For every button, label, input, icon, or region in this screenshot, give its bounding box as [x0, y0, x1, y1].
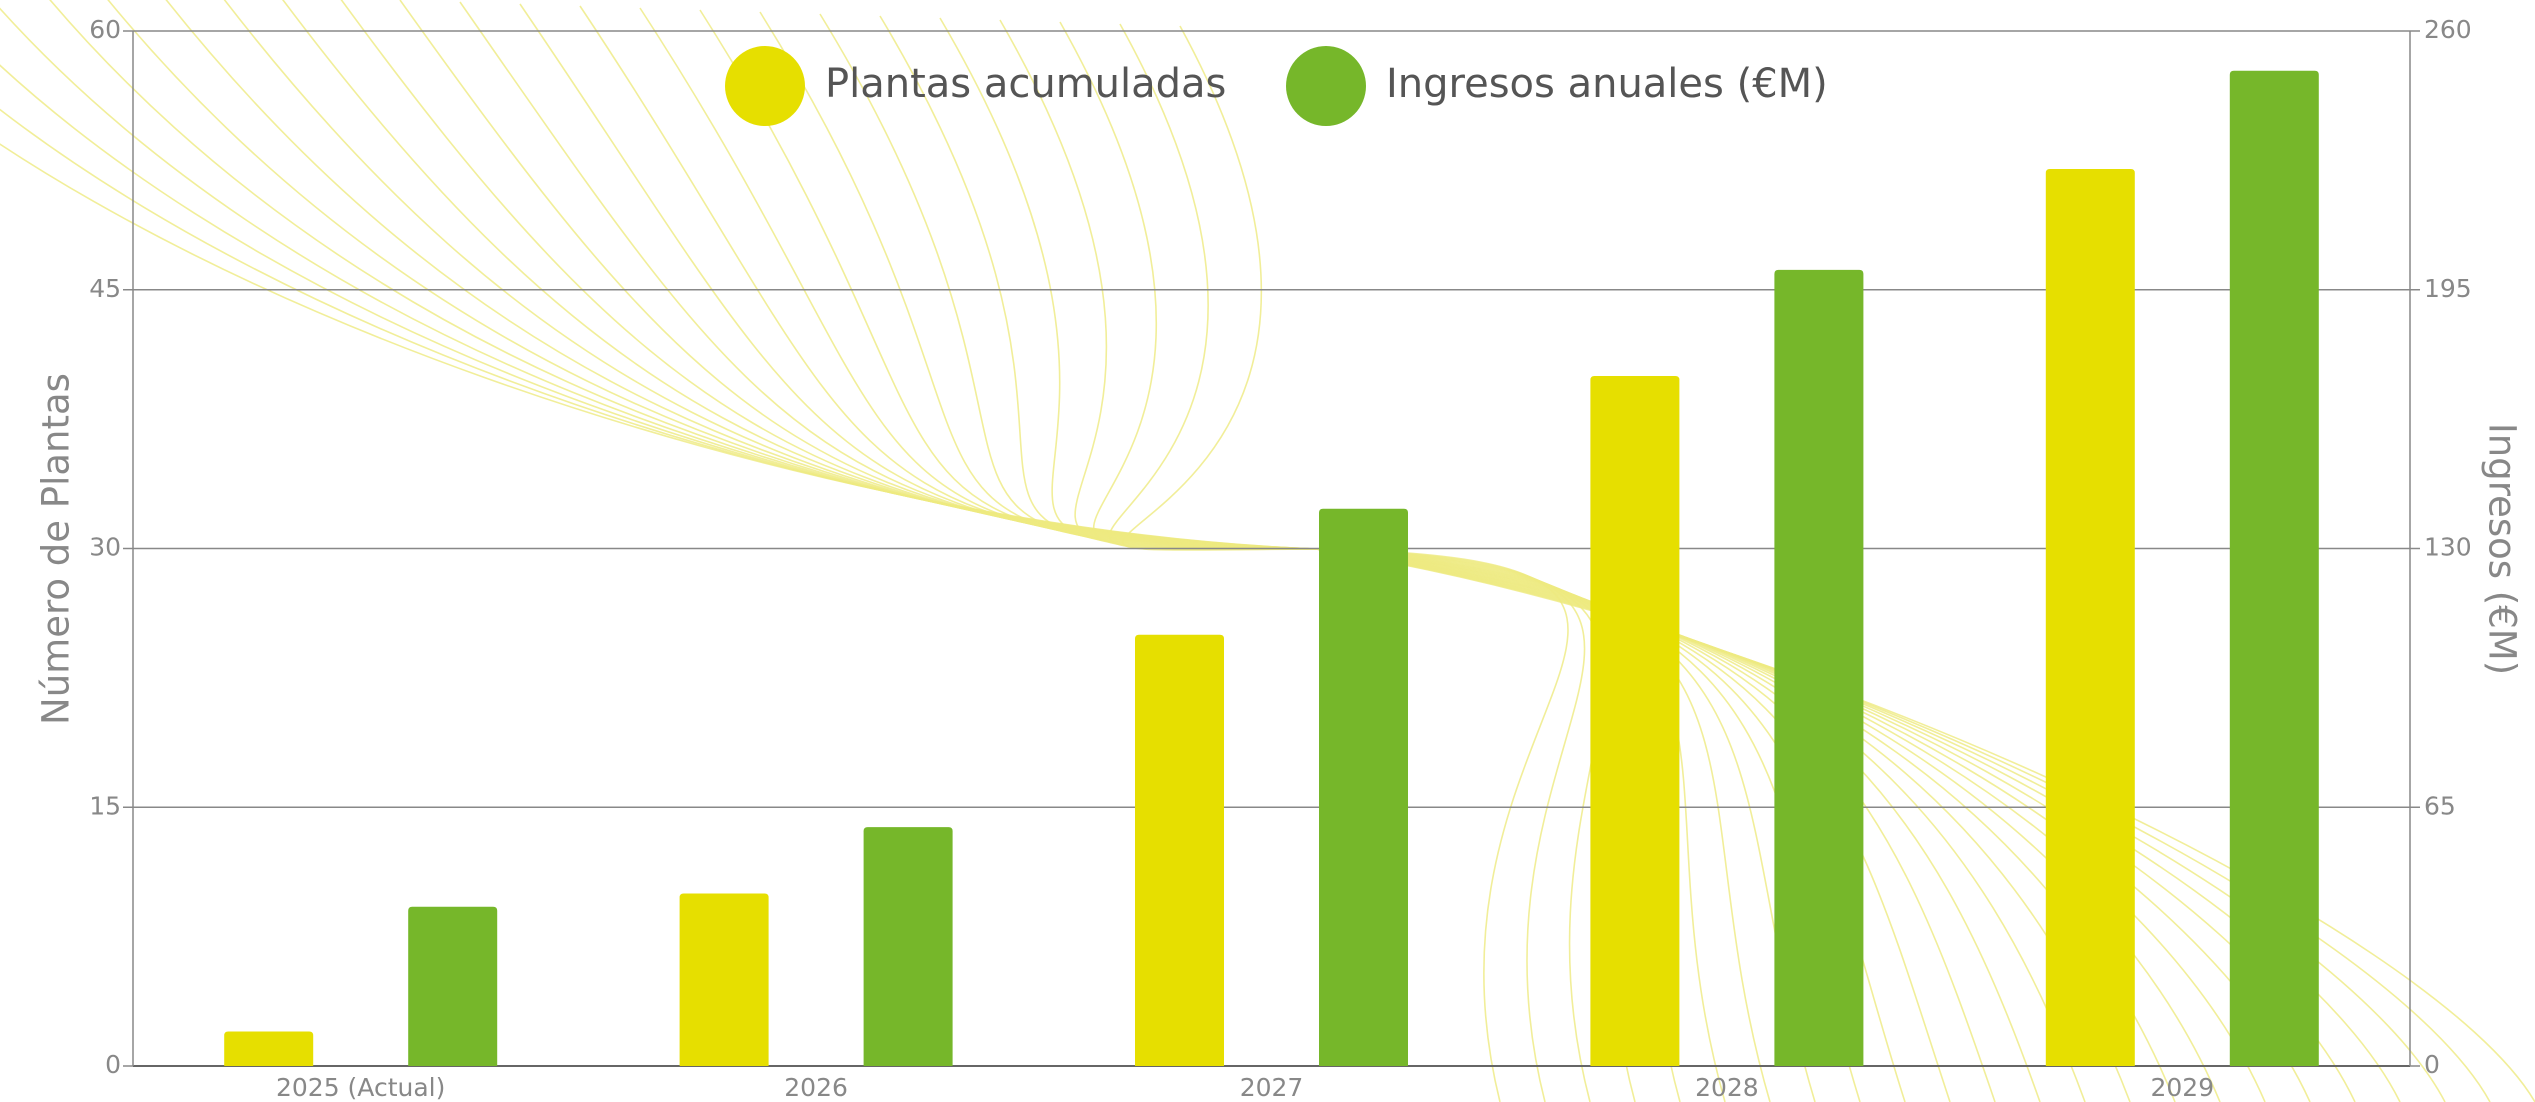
- y2-tick-label: 130: [2424, 533, 2472, 562]
- bar: [2046, 169, 2135, 1066]
- y2-axis-title: Ingresos (€M): [2481, 423, 2524, 675]
- background-decoration: [0, 0, 2535, 1102]
- bar: [224, 1032, 313, 1067]
- y-tick-label: 0: [105, 1050, 121, 1079]
- x-tick-label: 2029: [2150, 1073, 2214, 1102]
- bar: [2230, 71, 2319, 1066]
- x-tick-label: 2027: [1240, 1073, 1304, 1102]
- bar: [1774, 270, 1863, 1066]
- bar: [1135, 635, 1224, 1066]
- y-tick-label: 30: [89, 533, 121, 562]
- x-tick-label: 2028: [1695, 1073, 1759, 1102]
- y2-tick-label: 195: [2424, 274, 2472, 303]
- y-tick-label: 45: [89, 274, 121, 303]
- y-tick-label: 60: [89, 15, 121, 44]
- y-tick-label: 15: [89, 791, 121, 820]
- legend-label: Ingresos anuales (€M): [1386, 61, 1828, 107]
- legend-swatch: [725, 46, 805, 126]
- chart: Número de Plantas Ingresos (€M) 0 15 30 45 6…: [0, 0, 2535, 1102]
- bar: [680, 894, 769, 1067]
- y2-tick-label: 0: [2424, 1050, 2440, 1079]
- y2-tick-label: 65: [2424, 791, 2456, 820]
- y-axis-title: Número de Plantas: [35, 373, 78, 725]
- x-tick-label: 2026: [784, 1073, 848, 1102]
- bar: [1590, 376, 1679, 1066]
- bar: [408, 907, 497, 1066]
- y2-tick-label: 260: [2424, 15, 2472, 44]
- x-tick-label: 2025 (Actual): [276, 1073, 445, 1102]
- legend-label: Plantas acumuladas: [825, 61, 1226, 107]
- legend-swatch: [1286, 46, 1366, 126]
- bar: [1319, 509, 1408, 1066]
- deco-curve: [1316, 549, 2085, 1102]
- deco-curve: [1316, 549, 2535, 1102]
- bar: [864, 827, 953, 1066]
